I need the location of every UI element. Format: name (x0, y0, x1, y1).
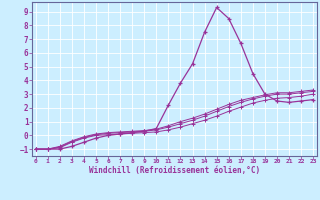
X-axis label: Windchill (Refroidissement éolien,°C): Windchill (Refroidissement éolien,°C) (89, 166, 260, 175)
